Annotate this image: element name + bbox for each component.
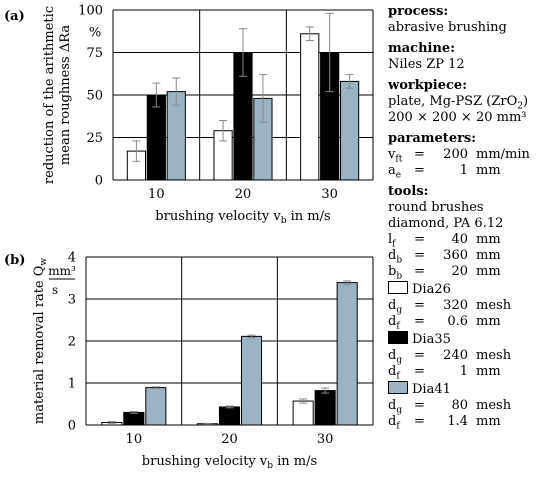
tools-material: diamond, PA 6.12 <box>388 216 504 231</box>
tools-heading: tools: <box>388 184 429 199</box>
x-axis-label: brushing velocity vb in m/s <box>142 454 317 471</box>
tool-dia41-df: df = 1.4 mm <box>388 414 501 432</box>
x-tick-label: 10 <box>126 432 143 447</box>
bar-dia35-30 <box>314 390 336 426</box>
legend-dia41: Dia41 <box>388 381 550 398</box>
x-tick-label: 30 <box>317 432 334 447</box>
y-tick-label: 1 <box>68 377 76 392</box>
bar-dia35-10 <box>123 411 145 426</box>
tools-type: round brushes <box>388 200 484 215</box>
y-unit-numerator: mm³ <box>48 264 76 278</box>
panel-label: (b) <box>4 253 25 268</box>
parameter-vft: vft = 200 mm/min <box>388 147 530 165</box>
bar-dia41-30 <box>340 80 360 181</box>
parameters-heading: parameters: <box>388 131 477 146</box>
legend-label: Dia35 <box>412 332 451 347</box>
x-tick-label: 20 <box>221 432 238 447</box>
legend-dia35: Dia35 <box>388 331 550 348</box>
y-tick-label: 2 <box>68 335 76 350</box>
legend-swatch <box>388 381 408 394</box>
parameter-ae: ae = 1 mm <box>388 163 501 181</box>
bar-dia41-10 <box>145 387 167 426</box>
tool-dia26-df: df = 0.6 mm <box>388 314 501 332</box>
y-tick-label: 0 <box>68 419 76 434</box>
machine-heading: machine: <box>388 41 456 56</box>
y-tick-label: 3 <box>68 293 76 308</box>
bar-dia41-20 <box>240 335 263 426</box>
workpiece-heading: workpiece: <box>388 78 468 93</box>
tool-dia26-dg: dg = 320 mesh <box>388 298 512 316</box>
legend-dia26: Dia26 <box>388 281 550 298</box>
brush-geometry-list: lf = 40 mm db = 360 mm bb = 20 mm <box>388 232 550 282</box>
x-axis-label: brushing velocity vb in m/s <box>155 209 330 226</box>
y-unit-denominator: s <box>52 283 58 297</box>
legend-label: Dia26 <box>412 282 451 297</box>
side-panel: process: abrasive brushing machine: Nile… <box>388 4 550 432</box>
y-tick-label: 25 <box>86 131 103 146</box>
tool-dia35-df: df = 1 mm <box>388 364 501 382</box>
legend-label: Dia41 <box>412 382 451 397</box>
y-tick-label: 100 <box>78 4 103 19</box>
tool-dia41-dg: dg = 80 mesh <box>388 398 512 416</box>
x-tick-label: 10 <box>148 187 165 202</box>
brush-db: db = 360 mm <box>388 248 501 266</box>
legend-swatch <box>388 331 408 344</box>
panel-label: (a) <box>4 9 25 24</box>
y-axis-label-line2: mean roughness ΔRa <box>58 25 73 165</box>
x-tick-label: 30 <box>321 187 338 202</box>
bar-dia26-30 <box>292 400 314 426</box>
tool-dia35-dg: dg = 240 mesh <box>388 348 512 366</box>
y-tick-label: 0 <box>95 174 103 189</box>
y-axis-label-line1: reduction of the arithmetic <box>42 6 57 184</box>
brush-lf: lf = 40 mm <box>388 232 501 250</box>
process-value: abrasive brushing <box>388 20 507 35</box>
panel-a: (a) 0 25 50 75 100 10 20 30 brushing velocity vb … <box>4 4 374 226</box>
parameter-list: vft = 200 mm/min ae = 1 mm <box>388 147 550 181</box>
y-tick-label: 50 <box>86 89 103 104</box>
workpiece-size: 200 × 200 × 20 mm³ <box>388 110 527 125</box>
tool-legend: Dia26 dg = 320 mesh df = 0.6 mm Dia35 dg = 240 mesh df… <box>388 281 550 432</box>
machine-value: Niles ZP 12 <box>388 57 465 72</box>
workpiece-material: plate, Mg-PSZ (ZrO2) <box>388 94 529 112</box>
legend-swatch <box>388 281 408 294</box>
bar-dia35-10 <box>146 94 166 181</box>
x-tick-label: 20 <box>235 187 252 202</box>
y-tick-label: 4 <box>68 251 76 266</box>
y-axis-label: material removal rate Qw <box>32 258 49 425</box>
y-tick-label: 75 <box>86 46 103 61</box>
bar-dia41-30 <box>336 282 358 426</box>
bar-dia26-30 <box>300 33 320 181</box>
process-heading: process: <box>388 4 449 19</box>
brush-bb: bb = 20 mm <box>388 264 501 282</box>
bar-dia35-20 <box>218 406 241 426</box>
y-unit-label: % <box>89 25 101 40</box>
